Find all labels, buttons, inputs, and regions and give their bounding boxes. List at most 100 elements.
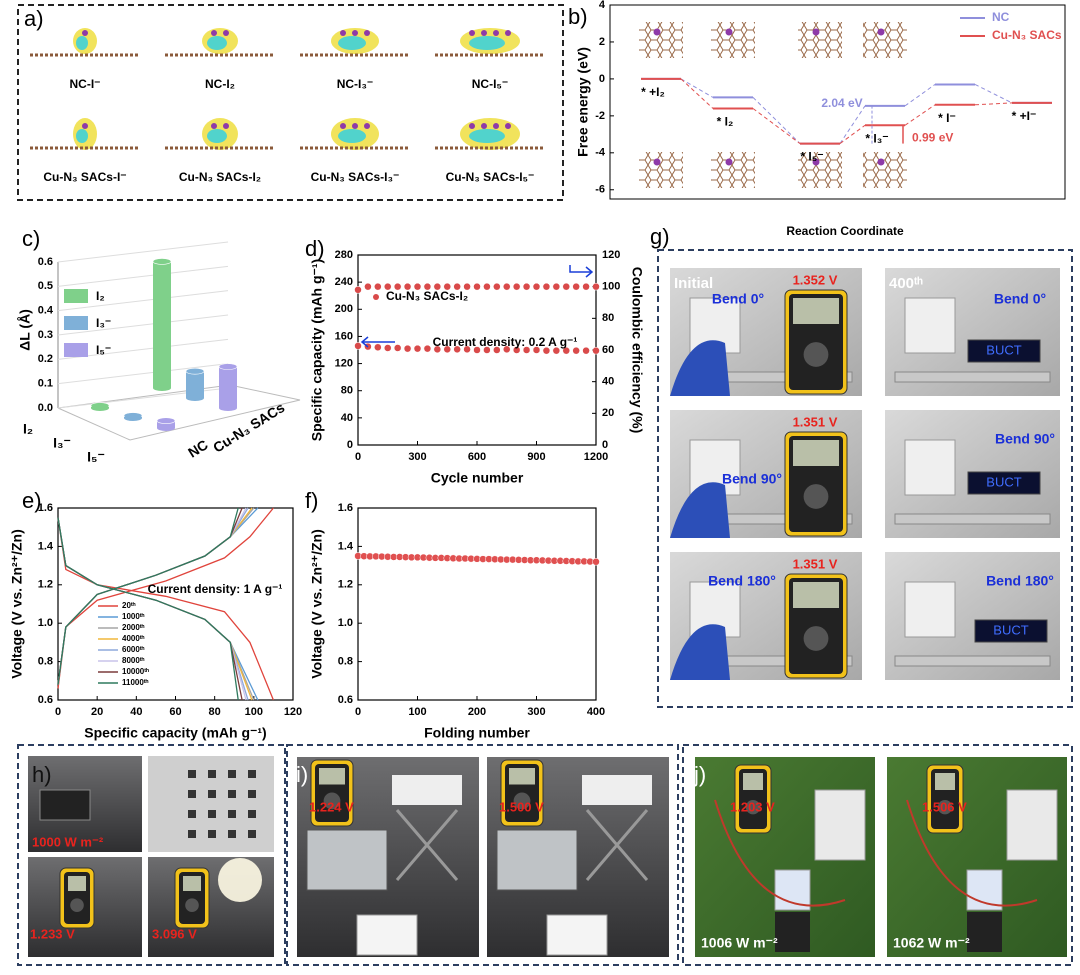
battery <box>904 297 956 354</box>
panel-label: e) <box>22 488 42 513</box>
panel-label: a) <box>24 6 44 31</box>
y-tick-label: 80 <box>341 385 353 397</box>
x-tick-label: 0 <box>355 451 361 463</box>
line <box>57 507 243 701</box>
point <box>423 282 432 291</box>
point <box>572 282 580 291</box>
structure <box>639 152 683 188</box>
x-axis-label: Specific capacity (mAh g⁻¹) <box>84 725 266 741</box>
x-tick-label: 40 <box>130 706 142 718</box>
grid-line <box>57 241 229 263</box>
point <box>562 282 570 291</box>
bar-base <box>219 405 237 411</box>
line <box>57 507 249 701</box>
battery <box>966 869 1003 911</box>
y-axis-label: Coulombic efficiency (%) <box>629 267 645 433</box>
light-source <box>39 789 91 821</box>
panel-frame <box>682 744 1073 966</box>
legend-label: I₂ <box>96 289 105 303</box>
led-display <box>967 339 1041 363</box>
y-tick-label: 160 <box>335 330 353 342</box>
cable <box>714 799 846 907</box>
legend-swatch <box>64 316 88 330</box>
point <box>473 346 481 354</box>
iodine-atom <box>211 30 217 36</box>
y-tick-label: 1.4 <box>38 540 54 552</box>
multimeter-screen <box>793 440 839 466</box>
charge-density <box>469 129 505 143</box>
legend-swatch <box>64 289 88 303</box>
meter-small <box>967 912 1002 952</box>
column-label: 400ᵗʰ <box>889 275 923 292</box>
bar <box>153 261 171 388</box>
point <box>443 282 451 291</box>
meter-small <box>775 912 810 952</box>
iodine-atom <box>877 158 885 166</box>
point <box>522 346 531 354</box>
connector <box>904 84 936 107</box>
point <box>463 282 471 291</box>
x-tick-label: 200 <box>468 706 486 718</box>
voltage-reading: 1.351 V <box>793 414 838 429</box>
charge-density <box>207 36 227 50</box>
panel-frame <box>657 249 1073 708</box>
connector <box>752 97 801 144</box>
point <box>463 345 471 354</box>
y-tick-label: 40 <box>341 412 353 424</box>
multimeter-dial <box>803 342 829 367</box>
y-tick-label: 0.6 <box>38 694 53 706</box>
connector <box>904 104 936 126</box>
grid-line <box>57 314 229 336</box>
annotation: 2.04 eV <box>821 96 862 110</box>
iodine-atom <box>82 30 88 36</box>
point <box>413 282 422 291</box>
y-tick-label: 100 <box>602 281 620 293</box>
connector <box>839 105 866 144</box>
y-tick-label: 120 <box>335 357 353 369</box>
multimeter-dial <box>937 799 953 815</box>
legend-swatch <box>373 294 379 300</box>
multimeter-screen <box>68 876 86 891</box>
x-tick-label: 1200 <box>584 451 608 463</box>
iodine-atom <box>481 30 487 36</box>
panel-label: f) <box>305 488 318 513</box>
multimeter-screen <box>509 768 535 785</box>
voltage-reading: 1.506 V <box>922 799 967 814</box>
iodine-atom <box>725 158 733 166</box>
grid-line <box>57 290 229 312</box>
y-tick-label: 120 <box>602 249 620 261</box>
voltage-reading: 1.233 V <box>30 926 75 941</box>
bar-base <box>124 415 142 421</box>
x-tick-label: 900 <box>527 451 545 463</box>
y-tick-label: 1.0 <box>38 617 53 629</box>
y-tick-label: 0.8 <box>338 656 353 668</box>
bend-label: Bend 0° <box>994 291 1046 307</box>
point <box>433 345 442 354</box>
bar <box>186 371 204 398</box>
multimeter-dial <box>803 626 829 651</box>
light-intensity: 1006 W m⁻² <box>701 935 778 951</box>
ruler <box>894 371 1051 383</box>
light-intensity: 1000 W m⁻² <box>32 834 104 849</box>
point <box>552 346 561 355</box>
structure-label: Cu-N₃ SACs-I₂ <box>179 170 261 184</box>
y-tick-label: 0.5 <box>38 280 53 292</box>
x-tick-label: 400 <box>587 706 605 718</box>
glove <box>670 482 730 538</box>
iodine-atom <box>653 28 661 36</box>
iodine-atom <box>82 123 88 129</box>
legend-label: 1000ᵗʰ <box>122 612 145 621</box>
glove <box>670 624 730 680</box>
connector <box>974 102 1013 106</box>
iodine-atom <box>223 123 229 129</box>
point <box>592 282 600 291</box>
y-tick-label: -4 <box>595 147 606 159</box>
y-axis-label: ΔL (Å) <box>17 309 33 351</box>
iodine-atom <box>340 123 346 129</box>
charge-density <box>338 36 366 50</box>
category-label: * I₃⁻ <box>865 131 888 145</box>
panel-label: c) <box>22 226 40 251</box>
hole <box>228 830 236 838</box>
multimeter-dial <box>70 898 84 912</box>
connector <box>752 108 801 144</box>
